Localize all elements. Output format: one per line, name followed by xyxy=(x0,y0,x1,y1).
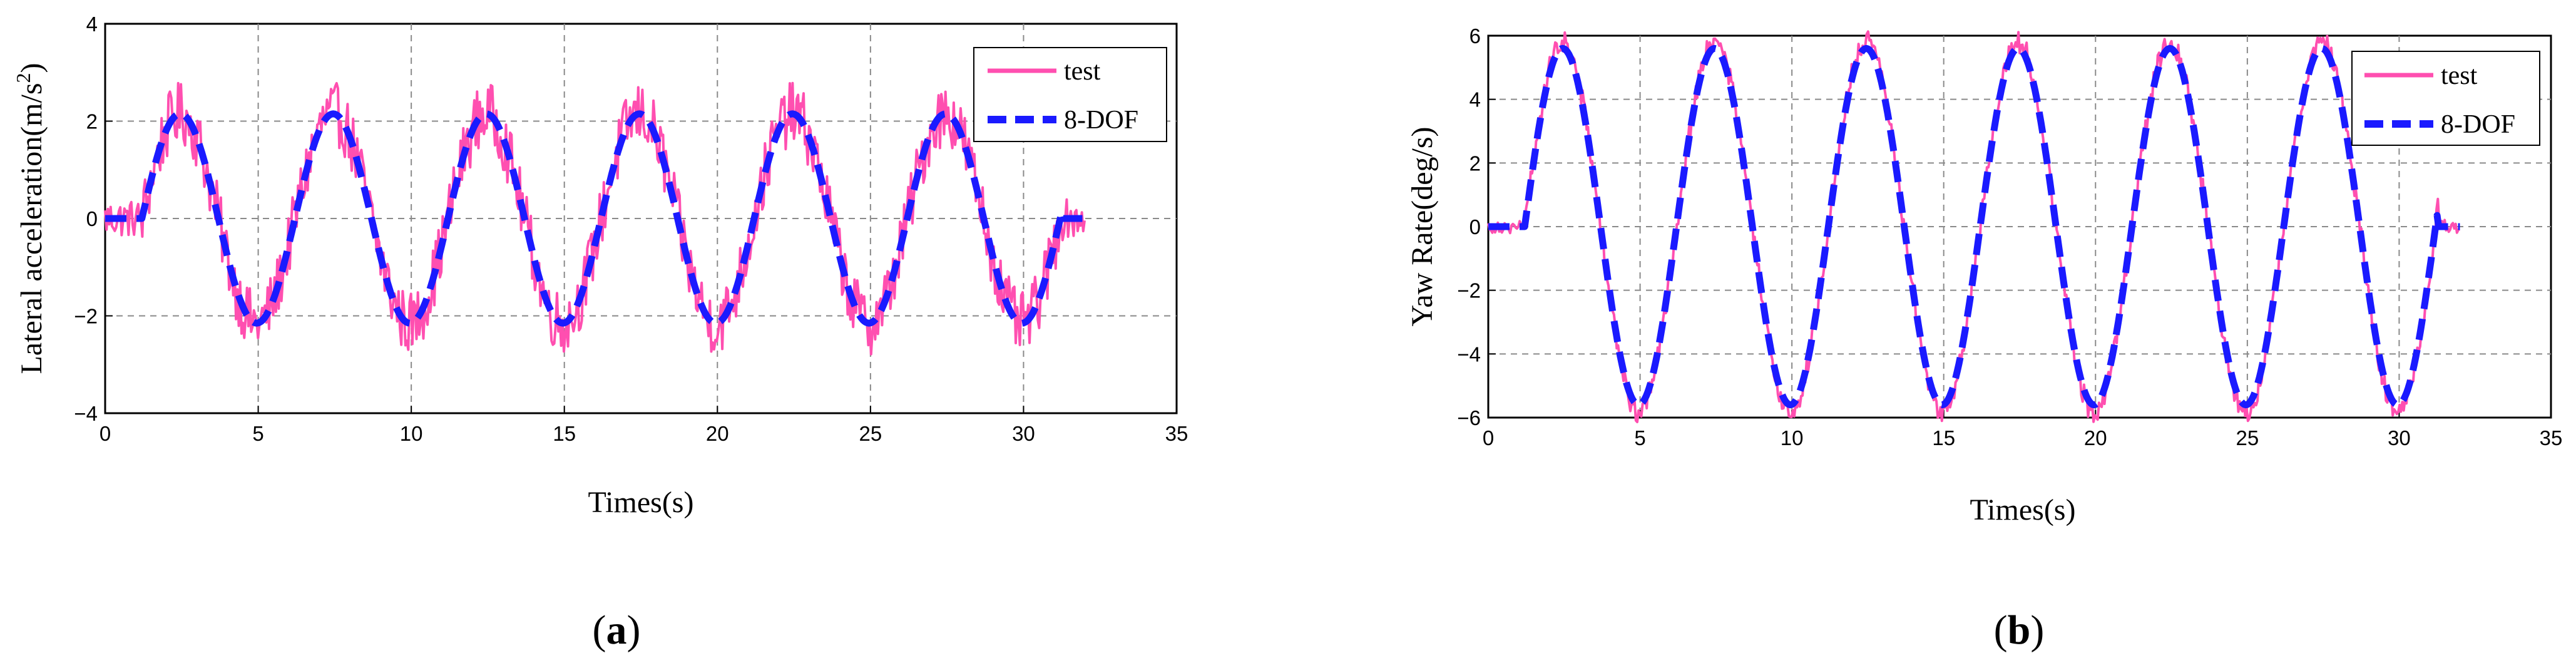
y-tick-label: 4 xyxy=(86,13,98,36)
panel-a-legend-test-label: test xyxy=(1064,57,1101,86)
panel-b-legend-8dof-label: 8-DOF xyxy=(2441,110,2515,139)
y-tick-label: 2 xyxy=(86,110,98,133)
panel-a-series xyxy=(103,81,1087,356)
panel-a-chart: 0 5 10 15 20 25 30 35 −4 −2 0 2 4 test 8-DOF Times(s… xyxy=(12,13,1188,653)
panel-b-series xyxy=(1486,30,2462,423)
panel-b-caption: (b) xyxy=(1994,607,2045,653)
panel-b-y-axis-label: Yaw Rate(deg/s) xyxy=(1406,126,1439,326)
panel-a-ticks: 0 5 10 15 20 25 30 35 −4 −2 0 2 4 xyxy=(74,13,1188,445)
panel-b-x-axis-label: Times(s) xyxy=(1970,493,2076,527)
panel-a-caption: (a) xyxy=(593,607,641,653)
panel-a-legend-8dof-label: 8-DOF xyxy=(1064,106,1138,135)
panel-b-legend-test-label: test xyxy=(2441,61,2478,90)
panel-b-ticks: 0 5 10 15 20 25 30 35 −6 −4 −2 0 2 4 6 xyxy=(1457,24,2562,450)
x-tick-label: 30 xyxy=(1012,422,1035,445)
x-tick-label: 30 xyxy=(2388,426,2411,450)
x-tick-label: 25 xyxy=(2236,426,2259,450)
y-tick-label: −4 xyxy=(74,402,98,425)
y-tick-label: −2 xyxy=(74,305,98,328)
panel-a-legend-box xyxy=(973,47,1167,142)
x-tick-label: 35 xyxy=(2540,426,2563,450)
x-tick-label: 15 xyxy=(1932,426,1955,450)
y-tick-label: 0 xyxy=(86,207,98,230)
panel-a-x-axis-label: Times(s) xyxy=(588,486,694,519)
panel-b-chart: 0 5 10 15 20 25 30 35 −6 −4 −2 0 2 4 6 test 8-DOF Time… xyxy=(1406,24,2562,653)
panel-a-y-axis-label: Lateral acceleration(m/s2) xyxy=(12,63,48,374)
y-tick-label: 6 xyxy=(1469,24,1481,48)
y-tick-label: 4 xyxy=(1469,88,1481,111)
y-tick-label: −2 xyxy=(1457,279,1481,302)
x-tick-label: 10 xyxy=(400,422,423,445)
x-tick-label: 5 xyxy=(252,422,263,445)
y-tick-label: 2 xyxy=(1469,152,1481,175)
y-tick-label: −4 xyxy=(1457,342,1481,366)
x-tick-label: 25 xyxy=(859,422,882,445)
series-line-8-dof xyxy=(103,110,1087,327)
x-tick-label: 5 xyxy=(1634,426,1645,450)
panel-a-legend: test 8-DOF xyxy=(973,47,1167,142)
x-tick-label: 0 xyxy=(1483,426,1494,450)
panel-b-legend: test 8-DOF xyxy=(2351,51,2540,146)
x-tick-label: 20 xyxy=(706,422,729,445)
panel-b-grid xyxy=(1488,36,2551,418)
series-line-8-dof xyxy=(1486,44,2462,409)
y-tick-label: −6 xyxy=(1457,406,1481,429)
x-tick-label: 0 xyxy=(100,422,111,445)
panel-b-legend-box xyxy=(2351,51,2540,146)
x-tick-label: 35 xyxy=(1165,422,1188,445)
x-tick-label: 10 xyxy=(1781,426,1804,450)
x-tick-label: 15 xyxy=(553,422,576,445)
y-tick-label: 0 xyxy=(1469,215,1481,239)
x-tick-label: 20 xyxy=(2084,426,2107,450)
